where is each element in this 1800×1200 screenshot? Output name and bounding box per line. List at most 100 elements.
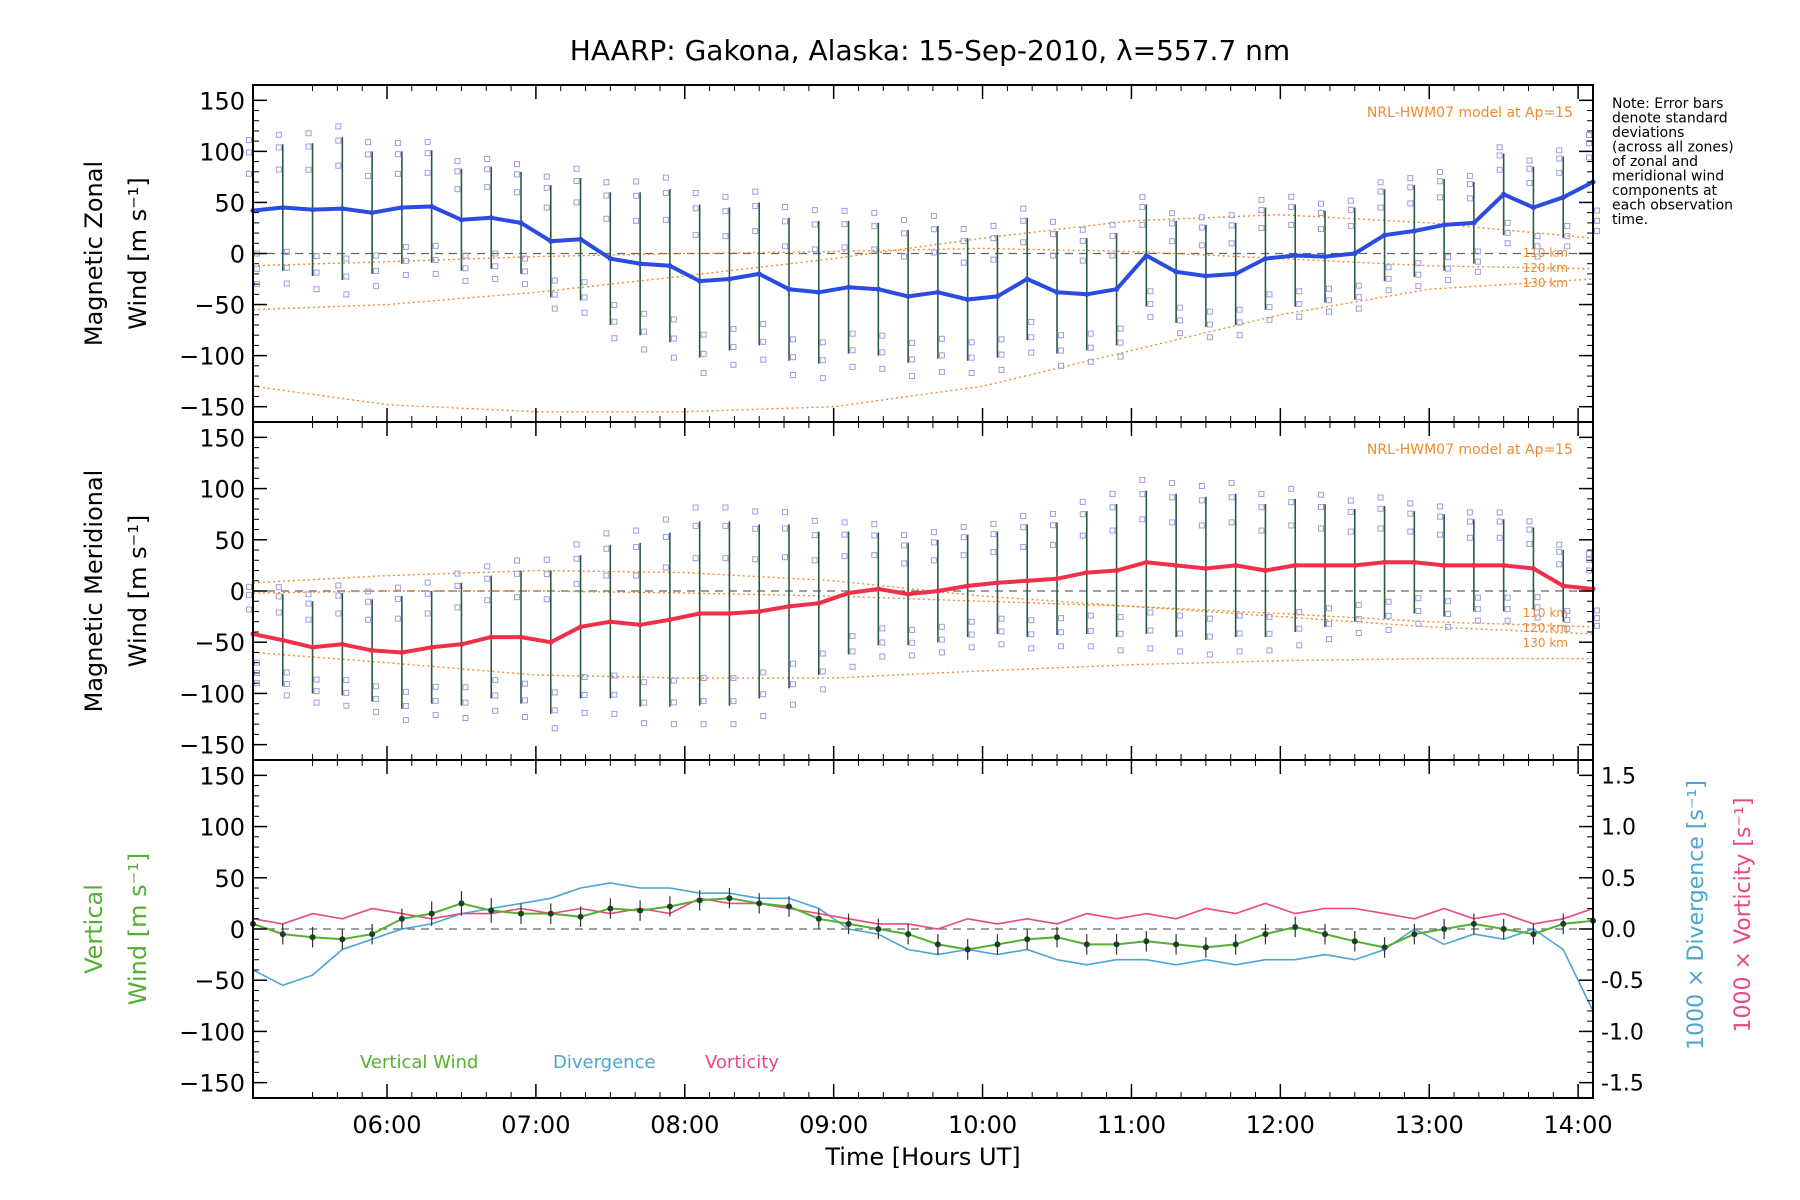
vertical-wind-point	[786, 903, 792, 910]
zone-point	[484, 575, 491, 582]
zone-point	[543, 596, 550, 603]
meridional-point	[756, 608, 762, 615]
y2-tick-label: 1.0	[1601, 816, 1636, 841]
legend-entry: Vertical Wind	[360, 1052, 478, 1073]
meridional-point	[607, 619, 613, 625]
zone-point	[1586, 132, 1592, 139]
zone-point	[1474, 268, 1481, 275]
zone-point	[930, 212, 937, 219]
zone-point	[551, 725, 558, 732]
zone-point	[1407, 200, 1414, 207]
zone-point	[1109, 490, 1116, 497]
zone-point	[1296, 313, 1303, 320]
meridional-point	[1024, 578, 1030, 584]
x-axis-label: Time [Hours UT]	[824, 1143, 1020, 1171]
divergence-line	[252, 882, 1594, 1012]
zonal-point	[1322, 253, 1328, 260]
zonal-point	[756, 271, 762, 277]
zone-point	[1258, 490, 1265, 497]
zonal-point	[339, 205, 345, 212]
zone-point	[752, 228, 759, 235]
zone-point	[1266, 316, 1273, 323]
zone-point	[930, 557, 937, 564]
zone-point	[730, 721, 737, 728]
zone-point	[1326, 308, 1332, 315]
zonal-point	[1530, 204, 1537, 211]
zone-point	[700, 698, 707, 705]
zone-point	[1318, 209, 1324, 216]
zone-point	[1028, 617, 1035, 624]
zone-point	[1228, 240, 1235, 247]
zone-point	[603, 192, 610, 199]
zone-point	[930, 226, 937, 233]
zone-point	[313, 269, 320, 276]
zone-point	[1206, 334, 1213, 341]
zone-point	[275, 166, 282, 173]
zone-point	[1169, 238, 1176, 245]
zone-point	[841, 519, 848, 526]
y-tick-label: −50	[194, 967, 245, 995]
zone-point	[1474, 248, 1481, 255]
zone-point	[960, 534, 967, 541]
zone-point	[335, 162, 342, 169]
zone-point	[1466, 172, 1473, 179]
zone-point	[1288, 193, 1295, 200]
zone-point	[454, 158, 461, 165]
zone-point	[841, 207, 848, 214]
zone-point	[1198, 522, 1205, 529]
meridional-point	[1054, 576, 1060, 582]
zone-point	[394, 170, 401, 177]
zone-point	[1496, 534, 1503, 541]
zone-point	[1028, 334, 1035, 341]
zone-point	[1534, 243, 1541, 250]
zone-point	[484, 156, 491, 163]
zone-point	[960, 552, 967, 559]
zone-point	[1139, 516, 1146, 523]
zone-point	[662, 216, 669, 223]
zone-point	[901, 542, 908, 549]
zone-point	[1258, 527, 1265, 534]
zone-point	[968, 354, 975, 361]
zone-point	[573, 555, 580, 562]
meridional-point	[845, 590, 852, 596]
zone-point	[1028, 318, 1035, 325]
meridional-point	[1173, 562, 1179, 568]
zone-point	[692, 555, 699, 562]
zone-point	[1117, 614, 1124, 621]
zone-point	[1377, 525, 1384, 532]
zone-point	[1407, 510, 1414, 517]
zone-point	[373, 683, 380, 690]
zonal-point	[488, 215, 494, 221]
note-line: (across all zones)	[1612, 140, 1734, 156]
model-label: NRL-HWM07 model at Ap=15	[1367, 105, 1573, 121]
zone-point	[1594, 607, 1600, 614]
zone-point	[1228, 494, 1235, 501]
y-tick-label: 0	[230, 578, 245, 606]
vertical-wind-point	[1262, 931, 1269, 938]
zone-point	[462, 715, 469, 722]
zone-point	[1534, 614, 1541, 621]
zone-point	[365, 139, 372, 146]
zonal-point	[1024, 276, 1030, 282]
zonal-point	[697, 278, 703, 284]
vertical-wind-point	[428, 910, 435, 917]
zone-point	[700, 721, 707, 728]
zone-point	[1526, 540, 1533, 547]
zone-point	[1236, 612, 1243, 619]
vertical-wind-point	[1351, 938, 1358, 945]
meridional-point	[816, 600, 822, 606]
zone-point	[1296, 625, 1303, 632]
vertical-wind-point	[1054, 934, 1060, 941]
vertical-wind-point	[666, 903, 673, 910]
x-tick-label: 08:00	[650, 1111, 719, 1139]
zone-point	[514, 189, 520, 196]
zone-point	[1445, 265, 1452, 272]
zone-point	[1258, 196, 1265, 203]
y-tick-label: −100	[179, 1018, 245, 1046]
zone-point	[760, 691, 767, 698]
zonal-point	[369, 210, 375, 216]
zone-point	[1236, 648, 1243, 655]
meridional-point	[697, 610, 703, 617]
meridional-point	[1530, 565, 1537, 572]
meridional-point	[905, 591, 911, 597]
